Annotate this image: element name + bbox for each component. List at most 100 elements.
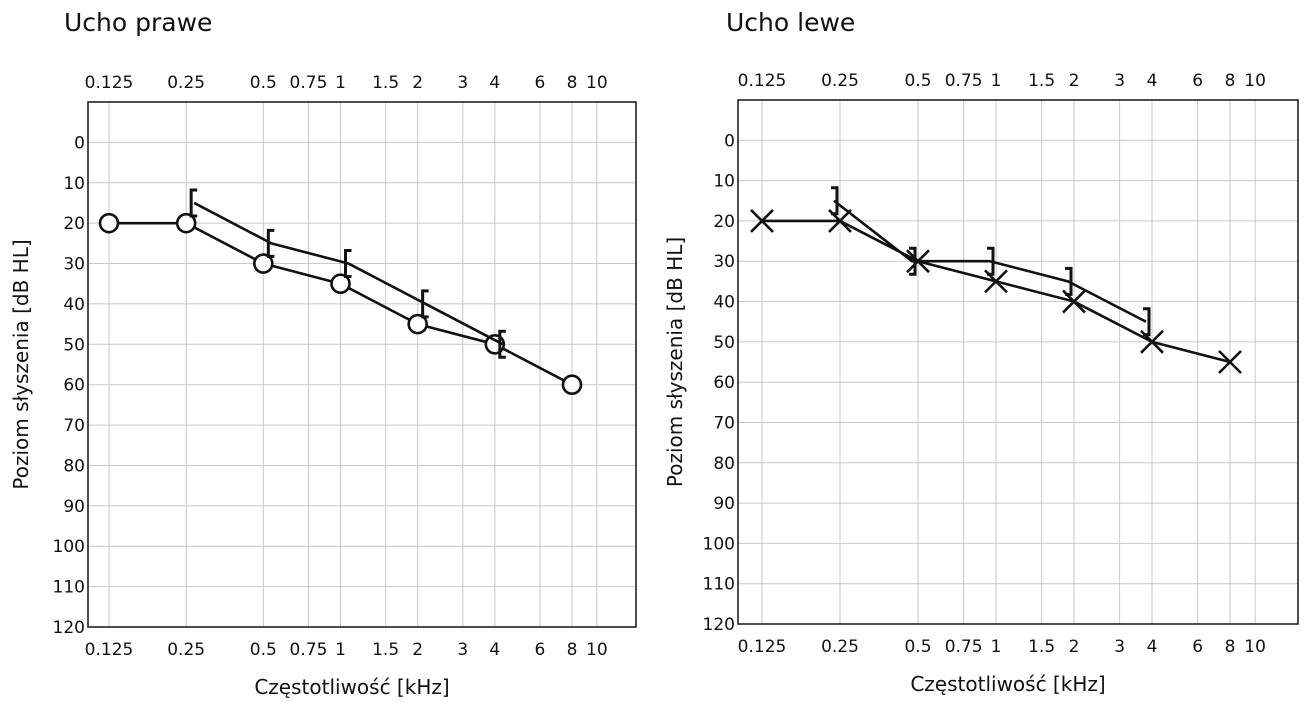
y-tick-label: 110 (703, 575, 735, 595)
plot-frame (737, 99, 1299, 625)
x-tick-label-top: 4 (1147, 71, 1158, 91)
y-axis-title: Poziom słyszenia [dB HL] (663, 237, 687, 487)
x-tick-label-top: 1 (991, 71, 1002, 91)
x-tick-label-bottom: 0.5 (250, 640, 277, 660)
y-tick-label: 120 (53, 618, 85, 638)
x-tick-label-top: 0.125 (85, 73, 134, 93)
x-tick-label-bottom: 1.5 (1028, 637, 1055, 657)
x-tick-label-bottom: 10 (1244, 637, 1266, 657)
series-line (833, 199, 1147, 323)
y-tick-label: 50 (63, 335, 85, 355)
x-tick-label-bottom: 3 (457, 640, 468, 660)
x-tick-label-top: 3 (1114, 71, 1125, 91)
x-tick-label-top: 2 (1069, 71, 1080, 91)
cross-marker (1218, 350, 1242, 374)
bracket-marker (909, 246, 917, 276)
x-tick-label-top: 0.125 (738, 71, 787, 91)
y-tick-label: 80 (63, 456, 85, 476)
x-tick-label-top: 10 (1244, 71, 1266, 91)
right-ear-title: Ucho prawe (64, 8, 213, 37)
bracket-marker (189, 188, 198, 218)
bracket-marker (421, 289, 429, 319)
x-tick-label-top: 0.75 (945, 71, 983, 91)
y-tick-label: 40 (713, 293, 735, 313)
x-tick-label-bottom: 4 (1147, 637, 1158, 657)
x-tick-label-bottom: 6 (535, 640, 546, 660)
y-tick-label: 100 (53, 537, 85, 557)
bracket-marker (987, 246, 995, 276)
x-tick-label-bottom: 1 (991, 637, 1002, 657)
x-tick-label-top: 4 (489, 73, 500, 93)
x-tick-label-bottom: 0.25 (167, 640, 205, 660)
y-tick-label: 30 (63, 255, 85, 275)
x-tick-label-bottom: 0.125 (738, 637, 787, 657)
circle-marker (175, 212, 197, 234)
right-ear-audiogram: 01020304050607080901001101200.1250.1250.… (9, 73, 637, 699)
y-tick-label: 70 (63, 416, 85, 436)
x-tick-label-top: 6 (1192, 71, 1203, 91)
y-tick-label: 60 (713, 373, 735, 393)
x-tick-label-bottom: 0.125 (85, 640, 134, 660)
x-tick-label-bottom: 0.75 (945, 637, 983, 657)
bracket-marker (498, 329, 506, 359)
circle-marker (407, 313, 428, 335)
series-line (193, 201, 504, 346)
bracket-marker (831, 186, 839, 216)
x-tick-label-top: 10 (586, 73, 608, 93)
y-tick-label: 40 (63, 295, 85, 315)
x-tick-label-top: 0.5 (250, 73, 277, 93)
circle-marker (561, 374, 583, 395)
x-tick-label-top: 2 (412, 73, 423, 93)
bracket-marker (1143, 307, 1151, 337)
y-tick-label: 30 (713, 252, 735, 272)
y-tick-label: 10 (63, 174, 85, 194)
y-tick-label: 70 (713, 413, 735, 433)
circle-marker (253, 253, 274, 274)
x-tick-label-top: 0.25 (167, 73, 205, 93)
x-tick-label-bottom: 2 (412, 640, 423, 660)
x-tick-label-bottom: 2 (1069, 637, 1080, 657)
x-tick-label-bottom: 10 (586, 640, 608, 660)
x-tick-label-top: 1 (335, 73, 346, 93)
x-tick-label-bottom: 0.25 (821, 637, 859, 657)
y-tick-label: 110 (53, 578, 85, 598)
y-tick-label: 20 (713, 212, 735, 232)
x-tick-label-top: 8 (1225, 71, 1236, 91)
y-tick-label: 20 (63, 214, 85, 234)
y-tick-label: 80 (713, 454, 735, 474)
y-tick-label: 120 (703, 615, 735, 635)
bracket-marker (1065, 266, 1073, 296)
x-tick-label-top: 8 (567, 73, 578, 93)
x-tick-label-top: 6 (535, 73, 546, 93)
y-tick-label: 10 (713, 172, 735, 192)
y-tick-label: 90 (63, 497, 85, 517)
x-tick-label-bottom: 6 (1192, 637, 1203, 657)
x-tick-label-top: 0.25 (821, 71, 859, 91)
x-axis-title: Częstotliwość [kHz] (254, 675, 449, 699)
x-tick-label-bottom: 4 (489, 640, 500, 660)
x-tick-label-bottom: 3 (1114, 637, 1125, 657)
x-tick-label-top: 1.5 (1028, 71, 1055, 91)
x-tick-label-bottom: 0.75 (290, 640, 328, 660)
y-tick-label: 90 (713, 494, 735, 514)
x-tick-label-top: 1.5 (372, 73, 399, 93)
left-ear-title: Ucho lewe (726, 8, 856, 37)
x-tick-label-top: 0.75 (290, 73, 328, 93)
x-tick-label-top: 3 (457, 73, 468, 93)
x-axis-title: Częstotliwość [kHz] (910, 672, 1105, 696)
x-tick-label-bottom: 8 (567, 640, 578, 660)
x-tick-label-bottom: 1.5 (372, 640, 399, 660)
circle-marker (98, 212, 120, 234)
y-tick-label: 50 (713, 333, 735, 353)
left-ear-audiogram: 01020304050607080901001101200.1250.1250.… (663, 71, 1299, 696)
y-tick-label: 60 (63, 376, 85, 396)
y-axis-title: Poziom słyszenia [dB HL] (9, 239, 33, 489)
cross-marker (750, 209, 774, 233)
plot-frame (87, 101, 637, 628)
circle-marker (330, 273, 351, 295)
x-tick-label-top: 0.5 (904, 71, 931, 91)
x-tick-label-bottom: 0.5 (904, 637, 931, 657)
bracket-marker (344, 249, 352, 279)
y-tick-label: 0 (724, 131, 735, 151)
y-tick-label: 100 (703, 534, 735, 554)
